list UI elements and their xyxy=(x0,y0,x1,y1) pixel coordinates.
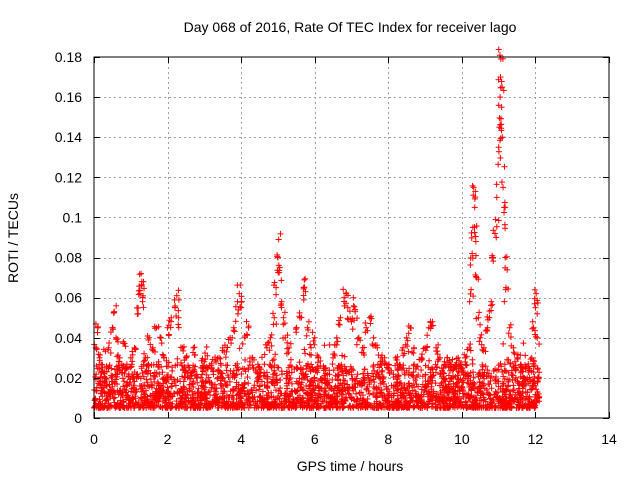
roti-point xyxy=(204,352,211,359)
roti-point xyxy=(321,342,328,349)
roti-point xyxy=(172,382,179,389)
roti-point xyxy=(192,363,199,370)
roti-point xyxy=(486,381,493,388)
roti-point xyxy=(121,378,128,385)
roti-point xyxy=(345,390,352,397)
roti-point xyxy=(405,348,412,355)
roti-point xyxy=(215,367,222,374)
roti-point xyxy=(144,379,151,386)
data-layer xyxy=(91,46,543,411)
y-tick-label: 0 xyxy=(74,410,82,426)
roti-point xyxy=(353,390,360,397)
x-tick-label: 12 xyxy=(528,431,544,447)
roti-point xyxy=(481,375,488,382)
x-tick-label: 6 xyxy=(311,431,319,447)
y-tick-label: 0.16 xyxy=(55,89,82,105)
roti-point xyxy=(261,361,268,368)
roti-point xyxy=(122,389,129,396)
y-tick-label: 0.04 xyxy=(55,330,82,346)
roti-point xyxy=(321,391,328,398)
roti-point xyxy=(488,385,495,392)
y-tick-label: 0.18 xyxy=(55,49,82,65)
roti-point xyxy=(470,374,477,381)
roti-point xyxy=(339,391,346,398)
x-axis-label: GPS time / hours xyxy=(297,458,404,474)
roti-point xyxy=(378,362,385,369)
roti-point xyxy=(405,380,412,387)
roti-point xyxy=(111,394,118,401)
roti-point xyxy=(449,356,456,363)
roti-point xyxy=(269,357,276,364)
y-tick-label: 0.1 xyxy=(63,209,83,225)
roti-point xyxy=(244,374,251,381)
x-tick-label: 8 xyxy=(384,431,392,447)
roti-point xyxy=(275,364,282,371)
roti-point xyxy=(109,372,116,379)
roti-point xyxy=(501,367,508,374)
roti-point xyxy=(167,374,174,381)
roti-point xyxy=(341,353,348,360)
y-tick-label: 0.06 xyxy=(55,290,82,306)
x-tick-label: 0 xyxy=(90,431,98,447)
roti-point xyxy=(258,354,265,361)
roti-point xyxy=(530,369,537,376)
y-tick-label: 0.14 xyxy=(55,129,82,145)
roti-point xyxy=(253,387,260,394)
roti-point xyxy=(214,375,221,382)
roti-point xyxy=(509,387,516,394)
roti-point xyxy=(301,346,308,353)
x-tick-label: 4 xyxy=(237,431,245,447)
chart-title: Day 068 of 2016, Rate Of TEC Index for r… xyxy=(184,19,517,35)
roti-point xyxy=(491,376,498,383)
roti-point xyxy=(190,378,197,385)
y-tick-label: 0.02 xyxy=(55,370,82,386)
roti-point xyxy=(339,352,346,359)
roti-point xyxy=(174,377,181,384)
x-tick-label: 10 xyxy=(454,431,470,447)
roti-point xyxy=(329,361,336,368)
roti-point xyxy=(507,359,514,366)
roti-point xyxy=(296,359,303,366)
x-tick-label: 2 xyxy=(164,431,172,447)
roti-point xyxy=(470,369,477,376)
roti-point xyxy=(426,357,433,364)
roti-point xyxy=(119,375,126,382)
roti-point xyxy=(285,364,292,371)
roti-point xyxy=(326,341,333,348)
y-axis-label: ROTI / TECUs xyxy=(5,193,21,283)
roti-point xyxy=(433,394,440,401)
roti-point xyxy=(391,382,398,389)
y-tick-label: 0.08 xyxy=(55,250,82,266)
roti-point xyxy=(268,364,275,371)
roti-point xyxy=(226,378,233,385)
roti-point xyxy=(486,370,493,377)
roti-point xyxy=(138,365,145,372)
roti-point xyxy=(500,340,507,347)
roti-point xyxy=(338,361,345,368)
x-tick-label: 14 xyxy=(601,431,617,447)
roti-point xyxy=(288,363,295,370)
roti-point xyxy=(256,386,263,393)
roti-point xyxy=(221,378,228,385)
roti-point xyxy=(484,389,491,396)
roti-point xyxy=(412,377,419,384)
roti-point xyxy=(445,372,452,379)
roti-point xyxy=(199,355,206,362)
roti-point xyxy=(482,363,489,370)
roti-point xyxy=(378,386,385,393)
roti-point xyxy=(500,373,507,380)
roti-point xyxy=(288,380,295,387)
roti-point xyxy=(462,375,469,382)
roti-point xyxy=(272,387,279,394)
roti-point xyxy=(173,398,180,405)
roti-point xyxy=(406,380,413,387)
roti-point xyxy=(350,387,357,394)
y-tick-label: 0.12 xyxy=(55,169,82,185)
